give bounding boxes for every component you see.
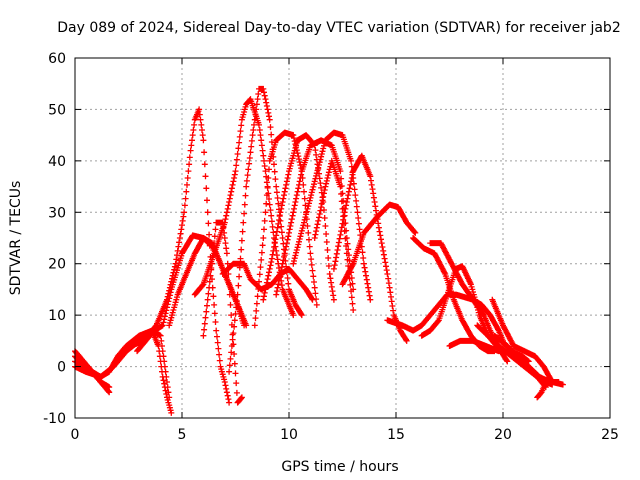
series-marks (339, 201, 419, 288)
y-tick-label: 20 (48, 257, 66, 273)
series-sat-i (191, 96, 297, 319)
series-marks (219, 260, 316, 303)
x-tick-label: 5 (178, 427, 187, 443)
y-tick-label: 60 (48, 51, 66, 67)
x-tick-label: 25 (601, 427, 619, 443)
x-tick-label: 15 (387, 427, 405, 443)
series-sat-k (219, 260, 316, 303)
y-tick-label: 0 (57, 360, 66, 376)
x-tick-label: 10 (280, 427, 298, 443)
axis-ticks: 0 5 10 15 20 25 -10 0 10 20 30 40 50 60 (43, 51, 619, 443)
series-sat-z (489, 296, 566, 388)
series-marks (191, 96, 297, 319)
plot-frame (74, 57, 611, 419)
series-sat-aa (534, 379, 556, 401)
x-tick-label: 20 (494, 427, 512, 443)
y-tick-label: 30 (48, 205, 66, 221)
series-sat-r (339, 201, 419, 288)
chart-title: Day 089 of 2024, Sidereal Day-to-day VTE… (57, 20, 620, 36)
x-axis-label: GPS time / hours (281, 459, 398, 475)
y-tick-label: 40 (48, 154, 66, 170)
y-tick-label: -10 (43, 411, 66, 427)
x-tick-label: 0 (71, 427, 80, 443)
series-sat-j (226, 85, 305, 375)
series-marks (534, 379, 556, 401)
y-tick-label: 10 (48, 308, 66, 324)
y-tick-label: 50 (48, 102, 66, 118)
data-series (72, 85, 566, 416)
y-axis-label: SDTVAR / TECUs (8, 181, 24, 296)
series-marks (226, 85, 305, 375)
series-marks (489, 296, 566, 388)
